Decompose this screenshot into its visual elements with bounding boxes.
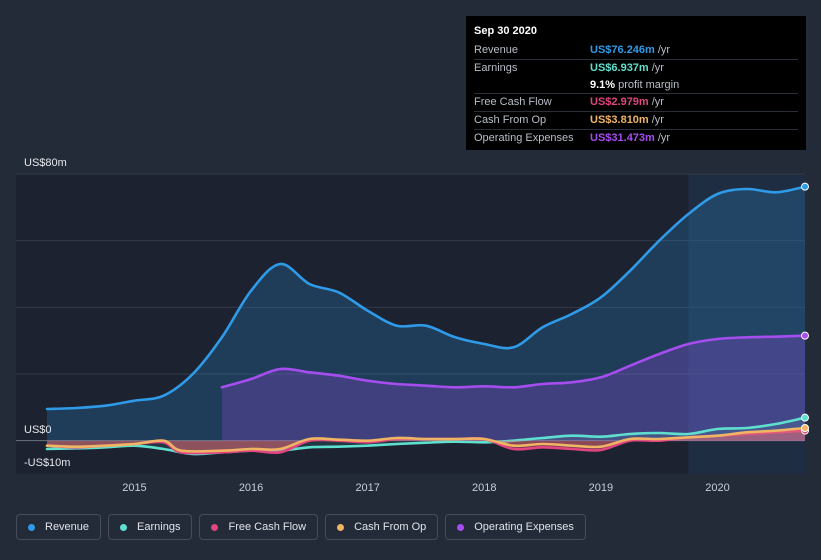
legend-item-earnings[interactable]: Earnings bbox=[108, 514, 193, 540]
tooltip-unit: /yr bbox=[651, 61, 664, 74]
series-end-marker-earnings bbox=[801, 413, 809, 422]
legend-dot-icon bbox=[457, 523, 465, 531]
gridlines bbox=[16, 173, 805, 442]
tooltip-row-revenue: Revenue US$76.246m /yr bbox=[474, 42, 798, 59]
tooltip-value: 9.1% bbox=[590, 78, 616, 91]
legend-label: Operating Expenses bbox=[474, 521, 574, 533]
x-tick-label: 2017 bbox=[355, 482, 380, 494]
y-axis-zero-label: US$0 bbox=[24, 424, 52, 436]
tooltip-unit: /yr bbox=[651, 114, 664, 127]
tooltip-label: Free Cash Flow bbox=[474, 96, 552, 109]
x-tick-label: 2015 bbox=[122, 482, 147, 494]
tooltip-label: Cash From Op bbox=[474, 114, 547, 127]
tooltip-label: Operating Expenses bbox=[474, 131, 574, 144]
series-end-marker-operating-expenses bbox=[801, 331, 809, 340]
tooltip-label: Earnings bbox=[474, 61, 518, 74]
series-end-marker-revenue bbox=[801, 182, 809, 191]
tooltip-row-earnings: Earnings US$6.937m /yr bbox=[474, 58, 798, 77]
legend-dot-icon bbox=[337, 523, 345, 531]
chart-background bbox=[16, 174, 805, 474]
tooltip-value: US$3.810m bbox=[590, 114, 649, 127]
plot-area bbox=[16, 174, 805, 474]
tooltip-label: Revenue bbox=[474, 44, 519, 56]
legend-dot-icon bbox=[211, 523, 219, 531]
tooltip-row-profit-margin: 9.1% profit margin bbox=[474, 77, 798, 94]
tooltip-row-cash-from-op: Cash From Op US$3.810m /yr bbox=[474, 111, 798, 129]
legend-item-revenue[interactable]: Revenue bbox=[16, 514, 102, 540]
tooltip-unit: profit margin bbox=[618, 78, 680, 91]
series-line-earnings bbox=[45, 416, 807, 456]
legend-dot-icon bbox=[120, 523, 128, 531]
tooltip-label bbox=[474, 77, 590, 94]
y-axis-bottom-label: -US$10m bbox=[24, 457, 71, 469]
tooltip-unit: /yr bbox=[657, 131, 671, 144]
tooltip-value: US$31.473m bbox=[590, 131, 655, 144]
legend-label: Cash From Op bbox=[354, 521, 427, 533]
legend: Revenue Earnings Free Cash Flow Cash Fro… bbox=[16, 514, 593, 540]
series-area-earnings bbox=[47, 417, 805, 455]
series-line-operating-expenses bbox=[220, 334, 807, 389]
highlight-region bbox=[688, 174, 805, 474]
legend-label: Earnings bbox=[137, 521, 181, 533]
x-tick-label: 2019 bbox=[588, 482, 614, 494]
series-area-revenue bbox=[47, 186, 805, 441]
x-tick-label: 2018 bbox=[472, 482, 497, 494]
legend-label: Revenue bbox=[45, 521, 90, 533]
series-end-marker-cash-from-op bbox=[801, 424, 809, 432]
legend-label: Free Cash Flow bbox=[228, 521, 307, 533]
legend-dot-icon bbox=[28, 523, 35, 531]
series-layer bbox=[45, 182, 809, 456]
x-tick-label: 2016 bbox=[238, 482, 264, 494]
series-line-revenue bbox=[45, 185, 807, 411]
tooltip-value: US$2.979m bbox=[590, 96, 649, 109]
series-area-free-cash-flow bbox=[47, 430, 805, 454]
x-tick-label: 2020 bbox=[705, 482, 730, 494]
tooltip-date: Sep 30 2020 bbox=[474, 25, 537, 37]
tooltip-row-operating-expenses: Operating Expenses US$31.473m /yr bbox=[474, 128, 798, 147]
tooltip-value: US$76.246m bbox=[590, 44, 655, 56]
tooltip-unit: /yr bbox=[651, 96, 664, 109]
tooltip-unit: /yr bbox=[657, 44, 671, 56]
series-line-cash-from-op bbox=[45, 426, 807, 453]
tooltip-row-free-cash-flow: Free Cash Flow US$2.979m /yr bbox=[474, 93, 798, 111]
legend-item-free-cash-flow[interactable]: Free Cash Flow bbox=[199, 514, 319, 540]
y-axis-top-label: US$80m bbox=[24, 157, 67, 169]
tooltip-value: US$6.937m bbox=[590, 61, 649, 74]
legend-item-operating-expenses[interactable]: Operating Expenses bbox=[445, 514, 586, 540]
legend-item-cash-from-op[interactable]: Cash From Op bbox=[325, 514, 439, 540]
tooltip: Sep 30 2020 Revenue US$76.246m /yr Earni… bbox=[466, 16, 806, 150]
